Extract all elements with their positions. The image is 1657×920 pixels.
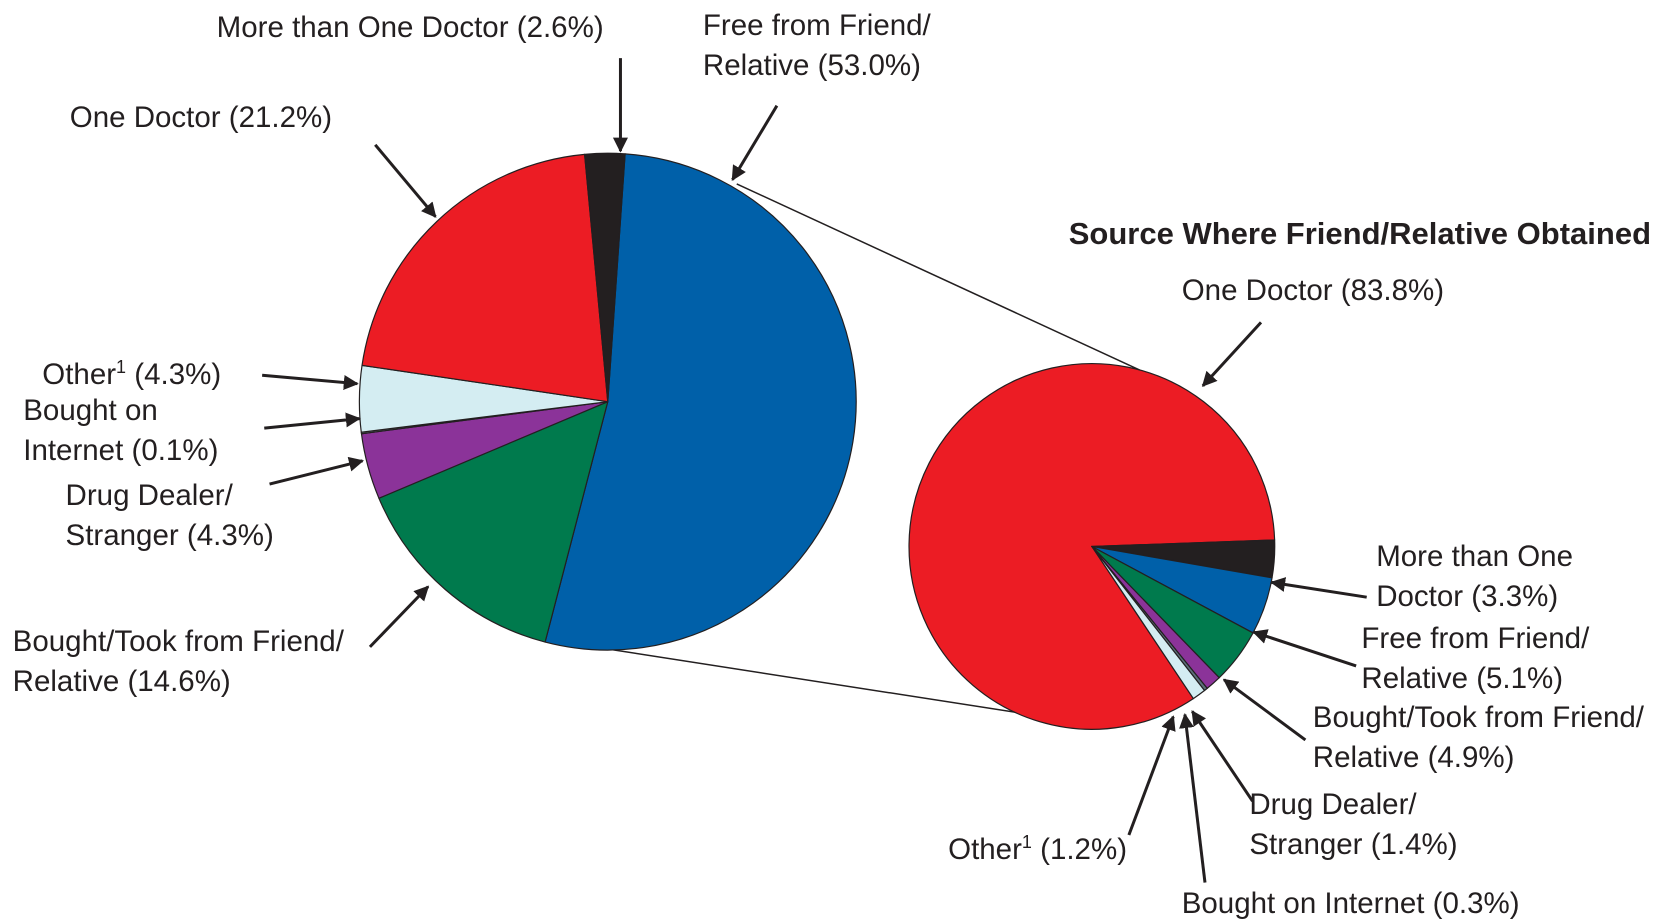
pie-slice bbox=[378, 401, 609, 643]
value-label: (2.6%) bbox=[516, 11, 604, 45]
leader-arrow bbox=[1191, 710, 1254, 803]
value-label: (0.3%) bbox=[1432, 886, 1520, 920]
category-label: One Doctor bbox=[1181, 273, 1333, 307]
pie-slice bbox=[544, 153, 857, 651]
leader-arrow bbox=[1270, 577, 1367, 599]
slice-label: More than One Doctor (2.6%) bbox=[217, 8, 604, 48]
value-label: (14.6%) bbox=[127, 664, 231, 698]
value-label: (1.2%) bbox=[1040, 833, 1128, 867]
leader-arrow bbox=[1252, 629, 1357, 668]
connector-line bbox=[593, 646, 1058, 720]
value-label: (4.9%) bbox=[1427, 740, 1515, 774]
leader-arrow bbox=[1179, 713, 1207, 883]
category-label: More than One Doctor bbox=[1376, 539, 1573, 613]
leader-arrow bbox=[1222, 678, 1307, 742]
slice-label: Free from Friend/Relative (53.0%) bbox=[703, 6, 980, 86]
category-label: Drug Dealer/Stranger bbox=[1249, 788, 1417, 862]
leader-arrow bbox=[269, 456, 365, 486]
slice-label: Bought/Took from Friend/Relative (14.6%) bbox=[13, 622, 385, 702]
slice-label: Free from Friend/Relative (5.1%) bbox=[1361, 619, 1638, 699]
slice-label: Bought on Internet (0.3%) bbox=[1182, 884, 1520, 920]
category-label: Bought/Took from Friend/Relative bbox=[1312, 700, 1645, 774]
slice-label: One Doctor (21.2%) bbox=[70, 98, 332, 138]
pie-slice bbox=[1091, 545, 1206, 700]
leader-arrow bbox=[368, 585, 430, 648]
footnote-mark: 1 bbox=[116, 356, 127, 377]
category-label: Other bbox=[948, 833, 1022, 867]
category-label: Free from Friend/Relative bbox=[1361, 622, 1590, 696]
category-label: One Doctor bbox=[69, 101, 221, 135]
category-label: Bought on Internet bbox=[1181, 886, 1425, 920]
leader-arrow bbox=[1201, 321, 1263, 387]
value-label: (1.4%) bbox=[1370, 828, 1458, 862]
value-label: (83.8%) bbox=[1340, 273, 1445, 307]
slice-label: Bought/Took from Friend/Relative (4.9%) bbox=[1313, 698, 1657, 778]
leader-arrow bbox=[262, 373, 359, 390]
value-label: (4.3%) bbox=[134, 357, 222, 391]
category-label: Other bbox=[42, 357, 117, 391]
category-label: More than One Doctor bbox=[216, 11, 509, 45]
pie-slice bbox=[361, 153, 609, 403]
leader-arrow bbox=[1127, 715, 1176, 836]
category-label: Bought on Internet bbox=[23, 394, 158, 468]
slice-label: Bought on Internet (0.1%) bbox=[23, 391, 262, 471]
slice-label: One Doctor (83.8%) bbox=[1182, 271, 1444, 311]
category-label: Free from Friend/Relative bbox=[702, 9, 931, 83]
slice-label: Drug Dealer/Stranger (1.4%) bbox=[1249, 785, 1505, 865]
leader-arrow bbox=[264, 412, 361, 430]
pie-slice bbox=[584, 152, 626, 403]
connector-line bbox=[736, 183, 1140, 371]
leader-arrow bbox=[731, 104, 779, 181]
category-label: Bought/Took from Friend/Relative bbox=[12, 624, 344, 698]
footnote-mark: 1 bbox=[1021, 832, 1032, 853]
leader-arrow bbox=[374, 143, 437, 218]
chart-title: Source Where Friend/Relative Obtained bbox=[1068, 216, 1651, 251]
slice-label: Other1 (4.3%) bbox=[42, 347, 221, 395]
value-label: (21.2%) bbox=[228, 101, 333, 135]
value-label: (0.1%) bbox=[131, 434, 219, 468]
slice-label: More than One Doctor (3.3%) bbox=[1376, 537, 1621, 617]
value-label: (5.1%) bbox=[1476, 662, 1564, 696]
value-label: (3.3%) bbox=[1471, 579, 1559, 613]
value-label: (53.0%) bbox=[817, 49, 921, 83]
category-label: Drug Dealer/Stranger bbox=[65, 478, 233, 552]
slice-label: Drug Dealer/Stranger (4.3%) bbox=[66, 476, 318, 556]
value-label: (4.3%) bbox=[186, 518, 274, 552]
slice-label: Other1 (1.2%) bbox=[948, 822, 1127, 870]
